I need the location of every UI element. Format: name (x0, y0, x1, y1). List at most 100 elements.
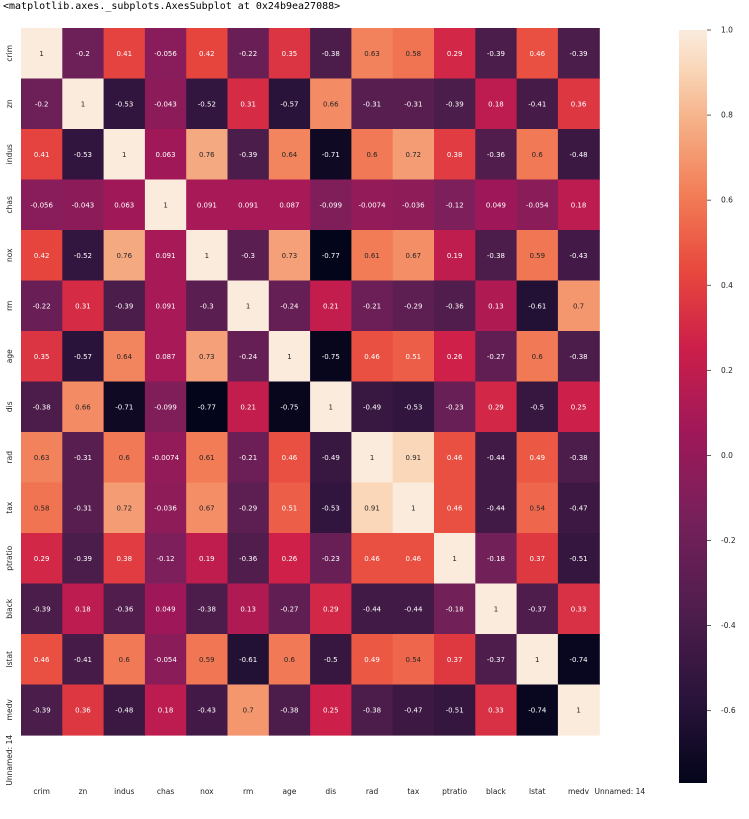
heatmap-cell (351, 28, 394, 80)
heatmap-cell (186, 684, 229, 736)
heatmap-cell (21, 533, 63, 585)
cell-value-label: -0.21 (363, 302, 381, 310)
heatmap-cell (351, 331, 394, 383)
cell-value-label: 0.087 (156, 353, 176, 361)
cell-value-label: 0.7 (243, 706, 254, 714)
cell-value-label: 0.13 (240, 605, 256, 613)
x-tick-label: zn (79, 787, 88, 796)
y-tick-label: indus (5, 144, 14, 164)
heatmap-cell (103, 432, 146, 484)
heatmap-cell (516, 129, 559, 181)
heatmap-cell (227, 280, 270, 332)
heatmap-cell (434, 381, 476, 433)
heatmap-cell (62, 482, 105, 534)
cell-value-label: -0.44 (363, 605, 382, 613)
heatmap-cell (434, 482, 476, 534)
cell-value-label: 0.63 (34, 454, 50, 462)
heatmap-cell (557, 331, 600, 383)
x-tick-label: crim (33, 787, 50, 796)
cell-value-label: 0.49 (364, 656, 380, 664)
cell-value-label: -0.3 (200, 302, 214, 310)
heatmap-cell (21, 634, 63, 686)
heatmap-cell (351, 533, 394, 585)
heatmap-cell (268, 28, 311, 80)
cell-value-label: 0.6 (119, 656, 131, 664)
heatmap-cell (268, 280, 311, 332)
cell-value-label: -0.29 (404, 302, 422, 310)
cell-value-label: 1 (39, 50, 43, 58)
cell-value-label: 0.66 (75, 403, 91, 411)
heatmap-cell (186, 129, 229, 181)
heatmap-cell (103, 230, 146, 282)
colorbar-tick-label: 0.0 (721, 451, 733, 460)
cell-value-label: -0.38 (569, 454, 587, 462)
heatmap-cell (103, 78, 146, 130)
heatmap-cell (268, 583, 311, 635)
cell-value-label: 0.72 (116, 504, 132, 512)
heatmap-cell (392, 230, 435, 282)
cell-value-label: -0.48 (569, 151, 587, 159)
heatmap-cell (103, 280, 146, 332)
cell-value-label: 0.29 (447, 50, 463, 58)
cell-value-label: 0.46 (364, 353, 380, 361)
heatmap-cell (227, 28, 270, 80)
x-tick-label: rad (366, 787, 379, 796)
cell-value-label: -0.77 (322, 252, 340, 260)
cell-value-label: -0.36 (115, 605, 134, 613)
heatmap-cell (557, 533, 600, 585)
heatmap-cell (186, 280, 229, 332)
cell-value-label: -0.39 (33, 605, 51, 613)
cell-value-label: 0.091 (156, 302, 176, 310)
heatmap-cell (392, 280, 435, 332)
cell-value-label: 0.66 (323, 100, 339, 108)
heatmap-cell (268, 331, 311, 383)
x-tick-label: chas (157, 787, 174, 796)
heatmap-cell (268, 230, 311, 282)
cell-value-label: -0.2 (35, 100, 49, 108)
heatmap-cell (310, 583, 352, 635)
heatmap-cell (351, 129, 394, 181)
heatmap-cell (268, 179, 311, 231)
cell-value-label: 0.49 (529, 454, 545, 462)
cell-value-label: -0.38 (322, 50, 340, 58)
cell-value-label: 0.063 (156, 151, 176, 159)
heatmap-cell (310, 280, 352, 332)
cell-value-label: -0.39 (446, 100, 464, 108)
heatmap-cell (310, 28, 352, 80)
x-tick-label: age (282, 787, 296, 796)
heatmap-cell (268, 533, 311, 585)
cell-value-label: -0.39 (115, 302, 133, 310)
y-tick-label: age (5, 349, 14, 363)
cell-value-label: -0.44 (487, 454, 506, 462)
x-tick-label: black (486, 787, 507, 796)
cell-value-label: -0.38 (487, 252, 505, 260)
heatmap-cell (186, 432, 229, 484)
heatmap-cell (186, 533, 229, 585)
heatmap-cell (516, 381, 559, 433)
cell-value-label: 0.049 (156, 605, 176, 613)
cell-value-label: -0.36 (239, 555, 258, 563)
cell-value-label: -0.36 (446, 302, 465, 310)
heatmap-cell (268, 634, 311, 686)
cell-value-label: -0.49 (363, 403, 381, 411)
y-tick-label: rad (5, 451, 14, 464)
cell-value-label: 0.72 (406, 151, 422, 159)
cell-value-label: 0.33 (571, 605, 587, 613)
heatmap-cell (103, 533, 146, 585)
heatmap-cell (310, 432, 352, 484)
heatmap-cell (475, 129, 518, 181)
cell-value-label: 0.18 (158, 706, 174, 714)
cell-value-label: 0.26 (282, 555, 298, 563)
heatmap-cell (392, 583, 435, 635)
heatmap-cell (268, 78, 311, 130)
heatmap-cell (227, 331, 270, 383)
heatmap-cell (268, 381, 311, 433)
cell-value-label: 0.46 (447, 504, 463, 512)
heatmap-cell (186, 381, 229, 433)
colorbar-tick-label: 0.2 (721, 366, 733, 375)
cell-value-label: 0.58 (406, 50, 422, 58)
heatmap-cell (144, 432, 187, 484)
cell-value-label: 0.6 (366, 151, 378, 159)
heatmap-cell (392, 634, 435, 686)
cell-value-label: -0.77 (198, 403, 216, 411)
